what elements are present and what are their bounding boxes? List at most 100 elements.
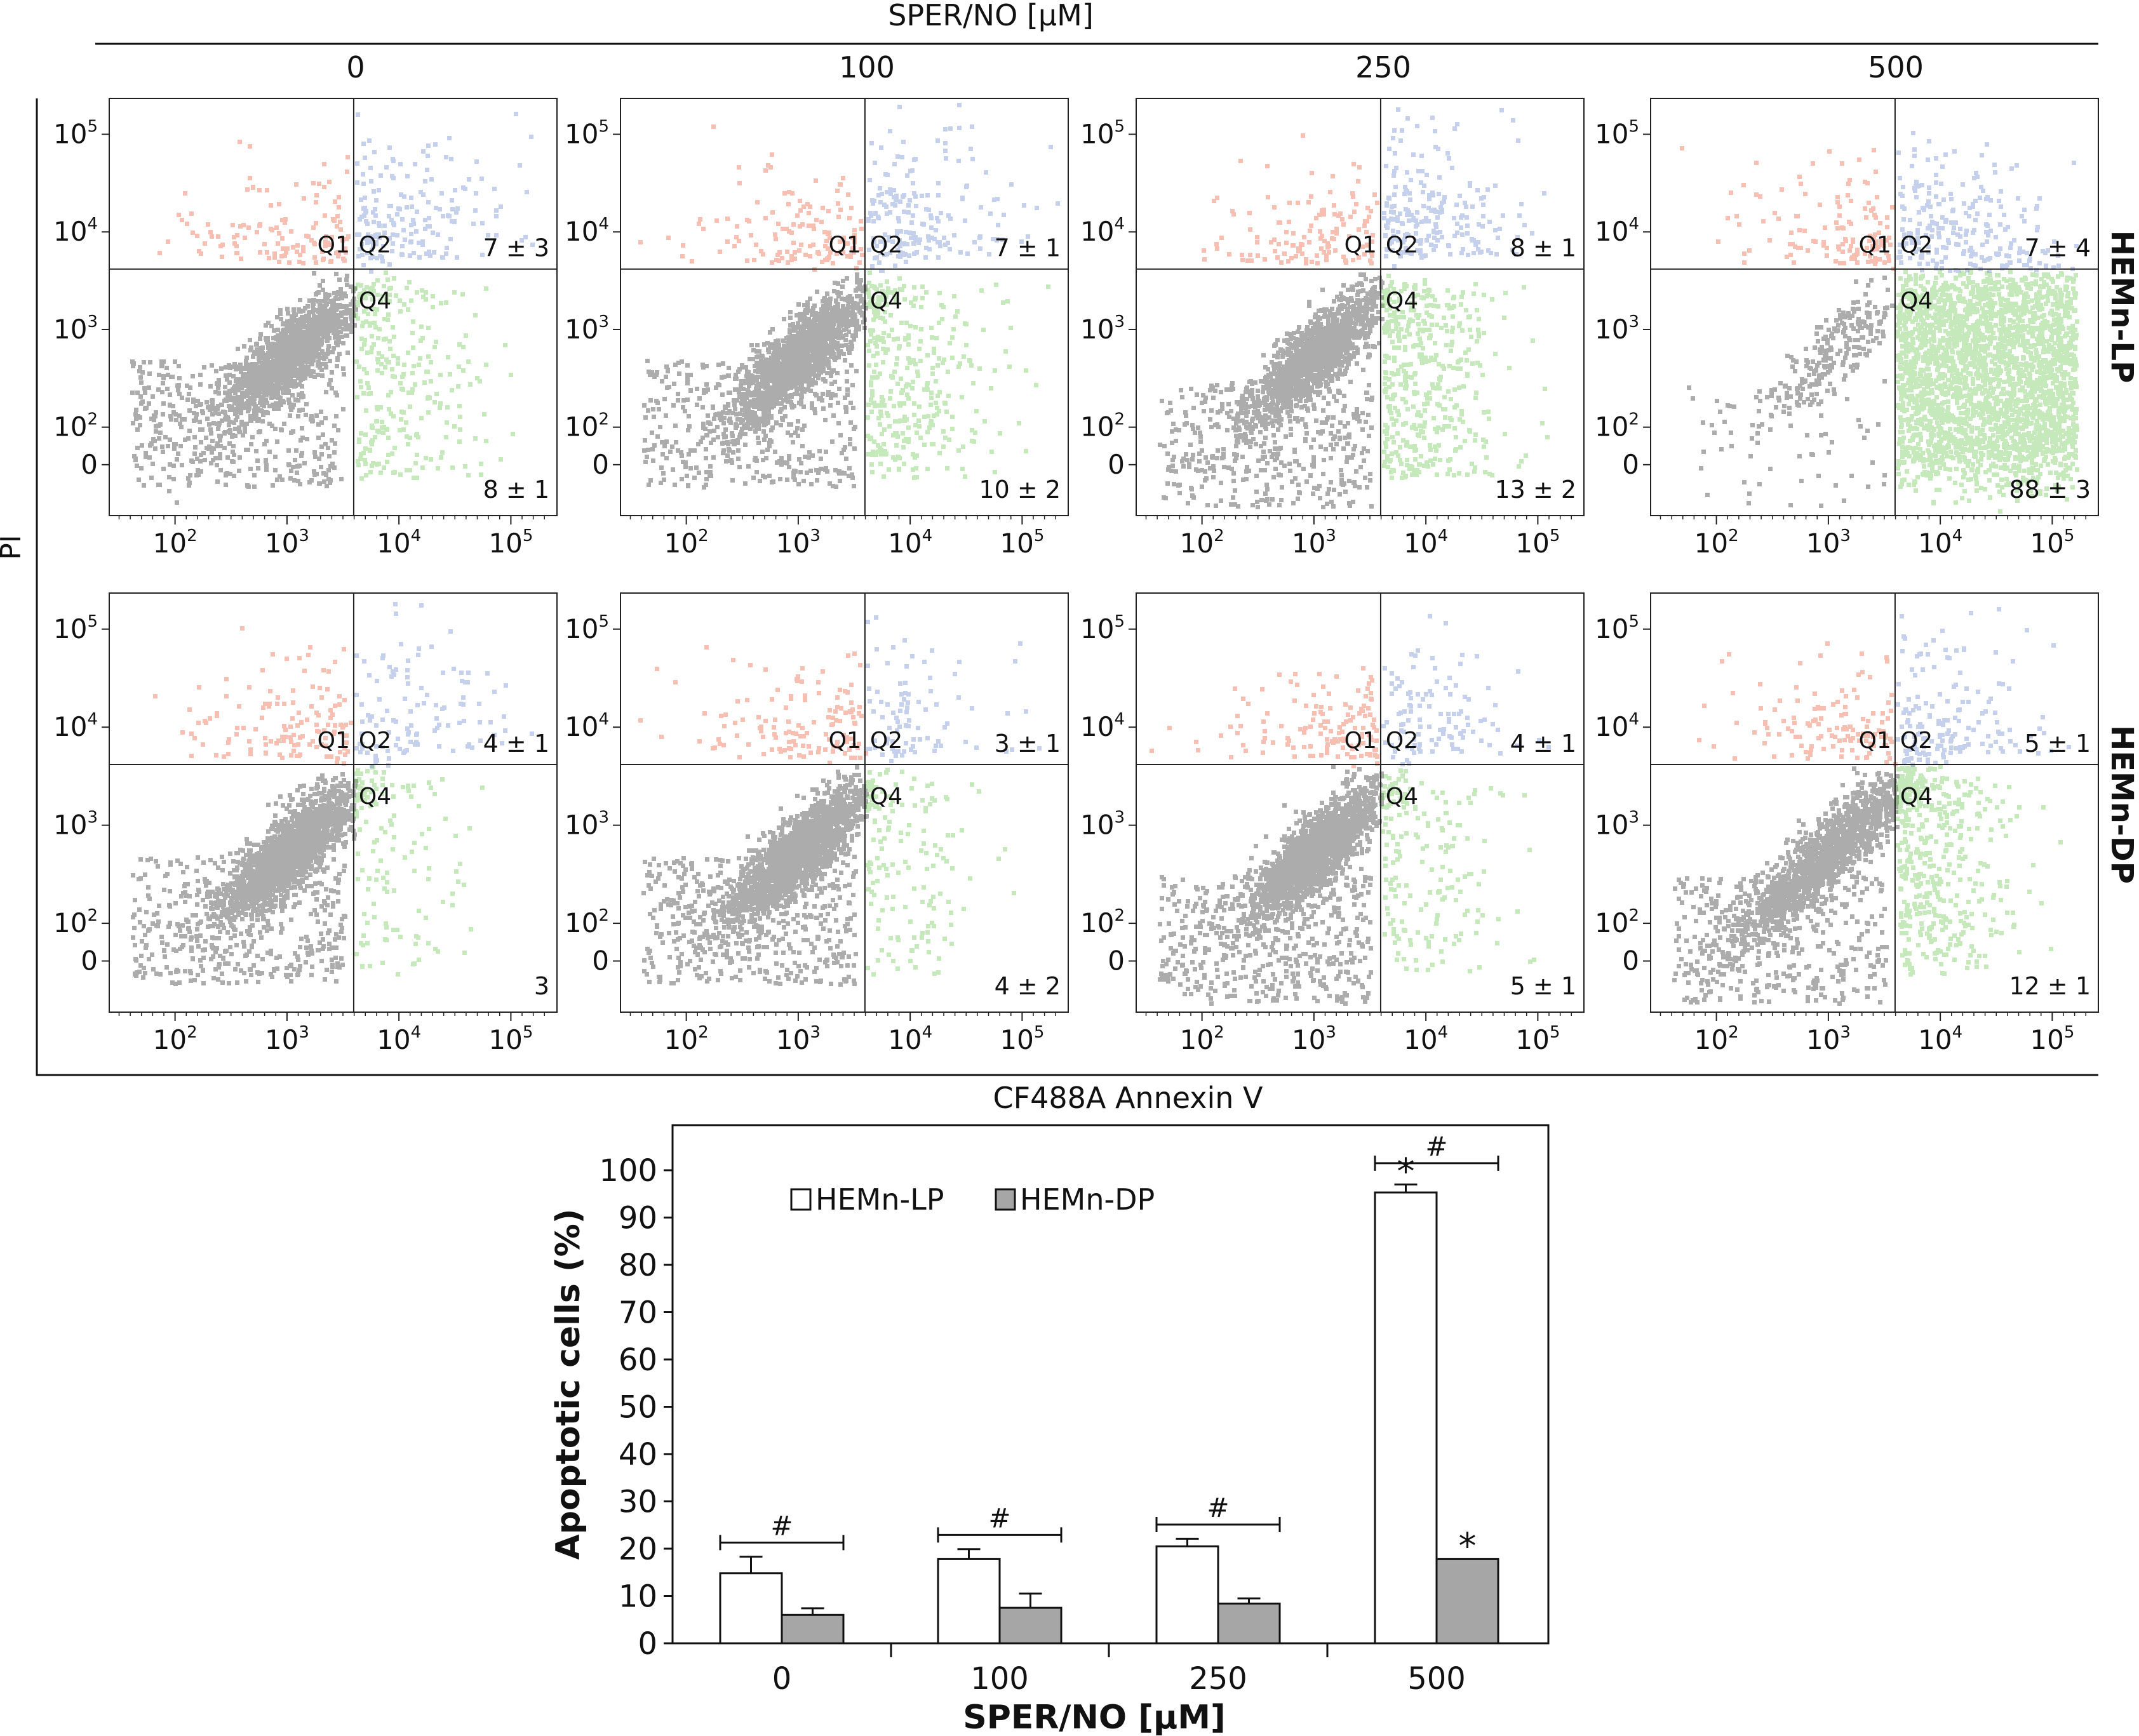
y-tick-label: 103 bbox=[53, 312, 98, 345]
hash-mark-250: # bbox=[1207, 1492, 1229, 1523]
quadrant-label-q4: Q4 bbox=[359, 784, 391, 810]
bar-hemn-dp-250 bbox=[1217, 1602, 1281, 1645]
top-title: SPER/NO [µM] bbox=[888, 0, 1094, 32]
x-tick-label: 102 bbox=[1694, 526, 1739, 559]
x-tick-label: 105 bbox=[1515, 526, 1560, 559]
q4-events bbox=[866, 270, 1050, 480]
q3-events bbox=[1687, 276, 1894, 508]
y-tick-label: 0 bbox=[1622, 945, 1639, 976]
bar-plot-frame bbox=[671, 1124, 1550, 1645]
y-tick-label: 102 bbox=[53, 906, 98, 938]
flow-panel-lp-500: Q1 Q2 Q4 7 ± 4 88 ± 3 102 103 104 105 0 102 103 104 1… bbox=[1595, 98, 2099, 559]
x-tick-label: 103 bbox=[1292, 1023, 1336, 1055]
y-axis-label-pi: PI bbox=[0, 535, 27, 560]
q2-percentage: 4 ± 1 bbox=[1510, 730, 1576, 758]
q1-events bbox=[1150, 666, 1379, 768]
q4-percentage: 8 ± 1 bbox=[483, 476, 549, 504]
x-tick-label-0: 0 bbox=[772, 1661, 792, 1697]
y-tick-label: 105 bbox=[565, 612, 609, 644]
flow-panel-dp-500: Q1 Q2 Q4 5 ± 1 12 ± 1 102 103 104 105 0 102 103 104 1… bbox=[1595, 592, 2099, 1055]
y-tick-label: 102 bbox=[1595, 410, 1639, 443]
x-tick-label: 103 bbox=[265, 1023, 309, 1055]
quadrant-label-q4: Q4 bbox=[1900, 784, 1933, 810]
y-tick-label: 104 bbox=[1595, 215, 1639, 247]
y-tick-label: 105 bbox=[1595, 612, 1639, 644]
quadrant-label-q4: Q4 bbox=[1386, 288, 1418, 314]
x-tick-label: 105 bbox=[1515, 1023, 1560, 1055]
q2-events bbox=[1382, 107, 1546, 269]
plot-frame bbox=[109, 592, 558, 1013]
y-tick-label: 104 bbox=[53, 710, 98, 742]
quadrant-label-q2: Q2 bbox=[870, 232, 902, 258]
y-tick-label: 103 bbox=[1080, 808, 1125, 841]
y-tick-label: 104 bbox=[565, 710, 609, 742]
x-tick-label: 104 bbox=[377, 1023, 421, 1055]
y-tick-label-40: 40 bbox=[619, 1437, 657, 1472]
bar-y-axis-title: Apoptotic cells (%) bbox=[549, 1208, 587, 1559]
y-tick-label-70: 70 bbox=[619, 1295, 657, 1331]
x-tick-label: 105 bbox=[2030, 526, 2074, 559]
q2-percentage: 7 ± 1 bbox=[995, 234, 1061, 262]
q4-events bbox=[1895, 765, 2063, 977]
bar-hemn-lp-250 bbox=[1155, 1545, 1219, 1645]
y-tick-label-10: 10 bbox=[619, 1579, 657, 1615]
y-tick-label: 0 bbox=[1108, 945, 1125, 976]
y-tick-label: 104 bbox=[53, 215, 98, 247]
q4-events bbox=[1381, 274, 1550, 480]
quadrant-label-q2: Q2 bbox=[1900, 232, 1933, 258]
column-label-500: 500 bbox=[1868, 50, 1924, 84]
x-tick-label: 104 bbox=[377, 526, 421, 559]
x-tick-label: 102 bbox=[664, 526, 709, 559]
y-tick-label: 104 bbox=[1595, 710, 1639, 742]
q2-events bbox=[354, 602, 534, 768]
y-tick-label: 103 bbox=[1080, 312, 1125, 345]
q1-events bbox=[1202, 133, 1379, 265]
x-tick-label: 103 bbox=[776, 526, 821, 559]
quadrant-label-q1: Q1 bbox=[1344, 728, 1377, 754]
q2-percentage: 8 ± 1 bbox=[1510, 234, 1576, 262]
flow-panel-lp-100: Q1 Q2 Q4 7 ± 1 10 ± 2 102 103 104 105 0 102 103 104 1… bbox=[565, 98, 1069, 559]
x-tick-label: 103 bbox=[776, 1023, 821, 1055]
bar-hemn-dp-100 bbox=[998, 1606, 1063, 1645]
quadrant-label-q2: Q2 bbox=[870, 728, 902, 754]
y-tick-label: 0 bbox=[1108, 449, 1125, 480]
plot-frame bbox=[620, 98, 1069, 516]
bar-hemn-dp-500 bbox=[1435, 1558, 1499, 1645]
x-tick-label: 103 bbox=[1806, 526, 1851, 559]
hash-mark-500: # bbox=[1425, 1131, 1447, 1162]
star-mark-hemn-dp-500: * bbox=[1459, 1526, 1477, 1567]
q2-percentage: 5 ± 1 bbox=[2025, 730, 2091, 758]
q3-events bbox=[1158, 765, 1384, 1006]
quadrant-label-q1: Q1 bbox=[829, 728, 861, 754]
flow-panel-dp-0: Q1 Q2 Q4 4 ± 1 3 102 103 104 105 0 102 103 104 105 bbox=[53, 592, 558, 1055]
significance-bracket-0 bbox=[719, 1535, 845, 1551]
q3-events bbox=[130, 271, 358, 505]
y-tick-label: 105 bbox=[1080, 612, 1125, 644]
plot-frame bbox=[1136, 592, 1585, 1013]
row-label-dp: HEMn-DP bbox=[2104, 725, 2139, 884]
x-tick-label: 104 bbox=[888, 526, 932, 559]
plot-frame bbox=[1136, 98, 1585, 516]
bar-hemn-lp-0 bbox=[719, 1572, 783, 1645]
q2-percentage: 7 ± 4 bbox=[2025, 234, 2091, 262]
row-label-lp: HEMn-LP bbox=[2104, 230, 2139, 384]
y-tick-label: 103 bbox=[1595, 312, 1639, 345]
x-tick-label: 104 bbox=[1404, 1023, 1448, 1055]
plot-frame bbox=[1650, 98, 2099, 516]
quadrant-label-q1: Q1 bbox=[318, 232, 350, 258]
quadrant-label-q1: Q1 bbox=[829, 232, 861, 258]
x-tick-label: 102 bbox=[1180, 526, 1224, 559]
q4-percentage: 3 bbox=[534, 972, 549, 1000]
legend-label-hemn-lp: HEMn-LP bbox=[815, 1182, 944, 1217]
x-axis-label-annexin: CF488A Annexin V bbox=[993, 1081, 1264, 1115]
q1-events bbox=[1697, 641, 1898, 766]
q2-percentage: 4 ± 1 bbox=[483, 730, 549, 758]
y-tick-label: 102 bbox=[1595, 906, 1639, 938]
x-tick-label: 103 bbox=[1806, 1023, 1851, 1055]
q3-events bbox=[131, 772, 358, 986]
y-tick-label-20: 20 bbox=[619, 1532, 657, 1567]
quadrant-label-q2: Q2 bbox=[359, 728, 391, 754]
quadrant-label-q2: Q2 bbox=[1900, 728, 1933, 754]
x-tick-label: 102 bbox=[153, 526, 198, 559]
